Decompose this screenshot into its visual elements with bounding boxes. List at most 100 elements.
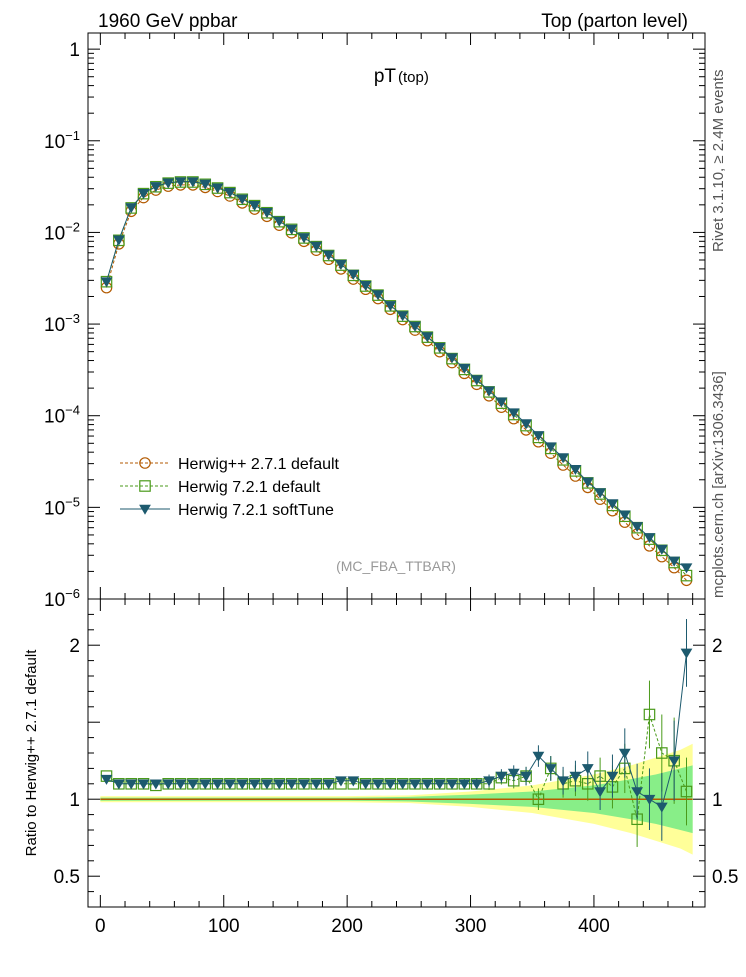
legend-marker-2 <box>139 504 151 515</box>
series-2-point <box>569 465 582 476</box>
ratio-series-1-point <box>618 748 631 759</box>
series-2-point <box>680 563 693 574</box>
series-2-point <box>162 178 175 189</box>
ratio-series-1-point <box>483 776 495 787</box>
side-label-bottom: mcplots.cern.ch [arXiv:1306.3436] <box>710 371 727 598</box>
series-2-point <box>409 321 421 332</box>
series-2-point <box>149 182 162 193</box>
ratio-series-1-point <box>273 779 286 790</box>
ratio-series-1-point <box>643 794 656 805</box>
series-2-point <box>643 533 656 544</box>
series-2-point <box>421 332 434 343</box>
main-y-tick-label-exp: −6 <box>65 586 80 601</box>
series-2-point <box>335 259 347 270</box>
main-panel: 110−110−210−310−410−510−6 pT (top) (MC_F… <box>44 32 706 611</box>
main-y-tick-label-base: 10 <box>44 407 65 428</box>
ratio-x-tick-label: 200 <box>331 916 363 937</box>
ratio-series-1-point <box>137 779 150 790</box>
ratio-series-1-point <box>495 771 508 782</box>
series-2-point <box>100 277 113 288</box>
ratio-series-1-point <box>520 771 532 782</box>
main-y-tick-label: 10−4 <box>44 403 80 428</box>
legend-label-0: Herwig++ 2.7.1 default <box>178 456 340 473</box>
ratio-series-1-point <box>211 779 224 790</box>
ratio-y-tick-label-right: 2 <box>712 636 723 657</box>
series-2-point <box>544 442 557 453</box>
main-y-tick-label-exp: −5 <box>65 494 80 509</box>
ratio-series-0-point <box>532 793 545 805</box>
series-2-point <box>384 301 397 312</box>
series-2-point <box>594 488 607 499</box>
ratio-series-1-point <box>557 776 569 787</box>
ratio-series-1-point <box>125 779 138 790</box>
ratio-series-1-point <box>174 779 187 790</box>
series-2-point <box>507 408 520 419</box>
series-2-point <box>211 183 224 194</box>
series-2-point <box>137 189 150 200</box>
series-0-line <box>106 184 687 581</box>
ratio-series-0-point <box>656 747 668 759</box>
legend-marker-1 <box>139 480 151 492</box>
series-1-point <box>433 342 446 354</box>
series-2-point <box>532 431 545 442</box>
series-2-point <box>495 397 508 408</box>
ratio-series-1-point <box>236 779 249 790</box>
series-2-point <box>668 556 681 567</box>
ratio-series-1-point <box>359 779 372 790</box>
series-2-point <box>396 311 409 322</box>
main-y-axis: 110−110−210−310−410−510−6 <box>44 40 705 611</box>
series-2 <box>100 177 693 574</box>
ratio-series-1-point <box>655 802 668 813</box>
plot-title-sub: (top) <box>398 69 429 86</box>
ratio-y-tick-label-left: 0.5 <box>54 867 80 888</box>
series-1-point <box>335 259 347 271</box>
ratio-series-1-point <box>372 779 384 790</box>
main-y-tick-label-base: 1 <box>69 40 80 61</box>
series-2-point <box>557 453 569 464</box>
ratio-series-1-point <box>532 751 545 762</box>
ratio-series-1-point <box>224 779 236 790</box>
ratio-series-1-point <box>544 764 557 775</box>
header-left: 1960 GeV ppbar <box>98 11 238 32</box>
series-2-point <box>224 188 236 199</box>
series-1-point <box>372 289 384 301</box>
ratio-series-1-point <box>298 779 310 790</box>
ratio-series-1-point <box>149 779 162 790</box>
series-2-point <box>273 216 286 227</box>
series-1-point <box>421 331 434 343</box>
ratio-y-tick-label-left: 2 <box>69 636 80 657</box>
series-1-point <box>310 240 323 253</box>
ratio-series-1-point <box>631 787 644 798</box>
ratio-x-axis: 0 100 200 300 400 <box>95 599 694 937</box>
ratio-series-0-point <box>680 785 693 798</box>
ratio-series-1-point <box>261 779 273 790</box>
legend: Herwig++ 2.7.1 default Herwig 7.2.1 defau… <box>120 456 340 519</box>
main-y-tick-label-base: 10 <box>44 315 65 336</box>
ratio-series-1-point <box>680 648 693 659</box>
ratio-ylabel: Ratio to Herwig++ 2.7.1 default <box>23 649 40 857</box>
series-2-point <box>359 280 372 292</box>
legend-entry-1: Herwig 7.2.1 default <box>120 479 321 496</box>
ratio-series-1-point <box>446 779 458 790</box>
ratio-series-1-point <box>112 779 125 790</box>
main-y-tick-label: 10−5 <box>44 494 80 519</box>
legend-label-2: Herwig 7.2.1 softTune <box>178 502 334 519</box>
series-1-point <box>396 310 409 322</box>
ratio-x-tick-label: 0 <box>95 916 106 937</box>
ratio-series-1-point <box>322 779 335 790</box>
ratio-series-1-point <box>384 779 397 790</box>
series-2-point <box>125 203 138 214</box>
series-1-point <box>359 280 372 292</box>
series-2-point <box>248 200 261 211</box>
ratio-series-1-point <box>581 764 594 775</box>
legend-label-1: Herwig 7.2.1 default <box>178 479 321 496</box>
ratio-series-1-point <box>507 768 520 779</box>
series-2-point <box>458 363 471 374</box>
series-2-point <box>261 207 273 218</box>
ratio-series-1-point <box>606 771 619 782</box>
ratio-x-tick-label: 400 <box>578 916 610 937</box>
ratio-series-1-point <box>421 779 434 790</box>
ratio-y-tick-label-left: 1 <box>69 790 80 811</box>
series-2-point <box>631 522 644 533</box>
